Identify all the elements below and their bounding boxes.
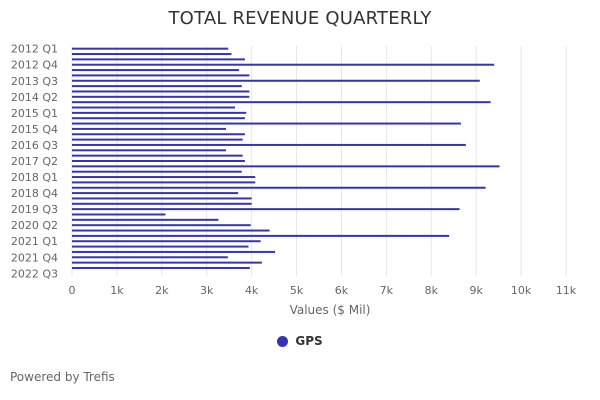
x-tick-label: 9k [469,284,483,297]
value-axis: 0 1k 2k 3k 4k 5k 6k 7k 8k 9k 10k 11k [69,284,577,297]
powered-by-credit: Powered by Trefis [10,370,115,384]
x-axis-title: Values ($ Mil) [290,303,371,317]
bar[interactable] [72,234,450,237]
bar[interactable] [72,218,219,221]
bar[interactable] [72,240,261,243]
x-tick-label: 11k [556,284,577,297]
y-tick-label: 2021 Q4 [11,251,58,264]
bar[interactable] [72,186,486,189]
bar[interactable] [72,122,461,125]
bar[interactable] [72,85,242,88]
bar[interactable] [72,74,250,77]
bar[interactable] [72,181,256,184]
bar[interactable] [72,117,245,120]
y-tick-label: 2015 Q4 [11,123,58,136]
bar[interactable] [72,101,491,104]
bar[interactable] [72,53,232,56]
bar[interactable] [72,213,166,216]
x-tick-label: 5k [290,284,304,297]
y-tick-label: 2022 Q3 [11,267,58,280]
bar[interactable] [72,266,250,269]
x-tick-label: 7k [380,284,394,297]
bar[interactable] [72,58,245,61]
category-axis: 2012 Q1 2012 Q4 2013 Q3 2014 Q2 2015 Q1 2015 … [11,43,58,281]
bar[interactable] [72,170,242,173]
y-tick-label: 2016 Q3 [11,139,58,152]
y-tick-label: 2015 Q1 [11,107,58,120]
bar[interactable] [72,165,500,168]
bar[interactable] [72,47,229,50]
x-tick-label: 2k [155,284,169,297]
y-tick-label: 2017 Q2 [11,155,58,168]
y-tick-label: 2018 Q4 [11,187,58,200]
chart-title: TOTAL REVENUE QUARTERLY [168,8,432,29]
bar[interactable] [72,160,245,162]
bar[interactable] [72,224,251,227]
y-tick-label: 2013 Q3 [11,75,58,88]
legend[interactable]: GPS [0,334,600,348]
bar[interactable] [72,154,243,157]
bar[interactable] [72,111,247,114]
bar[interactable] [72,250,275,253]
bar[interactable] [72,197,252,200]
x-tick-label: 10k [511,284,532,297]
x-tick-label: 0 [69,284,76,297]
bar[interactable] [72,79,480,82]
bar[interactable] [72,261,262,264]
bar[interactable] [72,149,227,152]
bar[interactable] [72,106,236,109]
bar[interactable] [72,245,249,248]
y-tick-label: 2019 Q3 [11,203,58,216]
bar[interactable] [72,192,239,195]
bar[interactable] [72,138,243,141]
bar[interactable] [72,95,250,98]
bar[interactable] [72,90,250,93]
y-tick-label: 2012 Q1 [11,43,58,56]
bar[interactable] [72,208,460,211]
x-tick-label: 3k [200,284,214,297]
bars [72,47,500,269]
bar[interactable] [72,133,245,136]
bar[interactable] [72,256,228,259]
bar[interactable] [72,229,270,232]
x-tick-label: 6k [335,284,349,297]
x-tick-label: 4k [245,284,259,297]
legend-marker-icon [277,335,289,347]
y-tick-label: 2020 Q2 [11,219,58,232]
x-tick-label: 1k [110,284,124,297]
y-tick-label: 2021 Q1 [11,235,58,248]
y-tick-label: 2018 Q1 [11,171,58,184]
y-tick-label: 2012 Q4 [11,59,58,72]
y-tick-label: 2014 Q2 [11,91,58,104]
bar[interactable] [72,127,227,130]
legend-label[interactable]: GPS [295,334,323,348]
bar[interactable] [72,176,256,179]
bar[interactable] [72,69,240,72]
bar[interactable] [72,63,495,66]
bar[interactable] [72,143,466,146]
bar[interactable] [72,202,252,205]
x-tick-label: 8k [425,284,439,297]
